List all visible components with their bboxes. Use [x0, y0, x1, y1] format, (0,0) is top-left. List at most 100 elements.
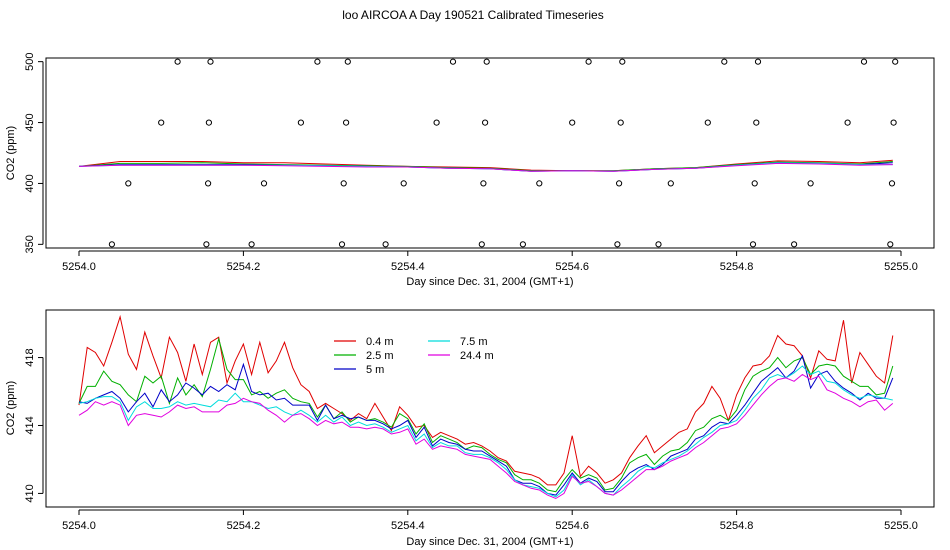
top-marker-point — [536, 180, 543, 187]
top-marker-point — [616, 180, 623, 187]
top-marker-point — [655, 241, 662, 248]
top-marker-point — [791, 241, 798, 248]
top-marker-point — [449, 58, 457, 65]
top-marker-point — [203, 241, 210, 248]
top-marker-point — [260, 180, 268, 187]
top-marker-point — [400, 180, 407, 187]
top-axes: 5254.0 5254.2 5254.4 5254.6 5254.8 5255.0 350 4… — [24, 52, 918, 273]
top-marker-point — [174, 58, 181, 65]
bottom-x-tick-label: 5254.8 — [720, 520, 754, 532]
top-marker-point — [888, 180, 896, 187]
top-marker-point — [721, 58, 728, 65]
top-panel: CO2 (ppm) Day since Dec. 31, 2004 (GMT+1… — [5, 52, 935, 288]
bottom-series-group — [78, 314, 894, 500]
top-marker-point — [344, 58, 351, 65]
bottom-series-line-4 — [78, 373, 894, 500]
legend-item-24-4m: 24.4 m — [428, 350, 494, 362]
top-x-tick-label: 5255.0 — [884, 261, 918, 273]
top-marker-point — [108, 241, 116, 248]
bottom-series-line-3 — [78, 365, 893, 498]
bottom-series-line-0 — [78, 314, 894, 486]
top-marker-point — [887, 241, 894, 248]
top-y-tick-label: 350 — [24, 235, 36, 253]
legend-item-7-5m: 7.5 m — [428, 336, 488, 348]
top-marker-point — [205, 180, 212, 187]
top-marker-point — [751, 180, 758, 187]
top-marker-point — [297, 119, 304, 126]
bottom-series-line-1 — [78, 336, 894, 493]
top-marker-point — [569, 119, 576, 126]
legend: 0.4 m 2.5 m 5 m 7.5 m 24.4 m — [334, 336, 494, 376]
top-y-axis-label: CO2 (ppm) — [5, 126, 17, 180]
top-marker-point — [519, 241, 527, 248]
bottom-y-tick-label: 414 — [24, 416, 36, 434]
top-x-tick-label: 5254.8 — [720, 261, 754, 273]
top-series-line-4 — [78, 162, 893, 172]
top-marker-point — [844, 119, 851, 126]
bottom-x-axis-label: Day since Dec. 31, 2004 (GMT+1) — [406, 536, 573, 548]
bottom-x-tick-label: 5254.6 — [555, 520, 589, 532]
top-marker-point — [619, 58, 626, 65]
top-marker-point — [125, 180, 132, 187]
legend-label-2-5m: 2.5 m — [366, 350, 394, 362]
legend-item-0-4m: 0.4 m — [334, 336, 394, 348]
top-series-line-0 — [78, 159, 893, 172]
top-marker-point — [585, 58, 592, 65]
top-marker-point — [480, 180, 487, 187]
top-y-tick-label: 500 — [24, 52, 36, 70]
bottom-series-line-2 — [78, 354, 894, 496]
bottom-panel: CO2 (ppm) Day since Dec. 31, 2004 (GMT+1… — [5, 309, 935, 548]
top-marker-point — [892, 58, 899, 65]
top-plot-frame — [45, 57, 935, 249]
top-marker-point — [753, 119, 760, 126]
top-marker-point — [207, 58, 214, 65]
top-x-tick-label: 5254.6 — [555, 261, 589, 273]
top-marker-point — [340, 180, 347, 187]
top-marker-point — [807, 180, 814, 187]
bottom-x-tick-label: 5254.4 — [391, 520, 425, 532]
top-marker-point — [890, 119, 897, 126]
bottom-axes: 5254.0 5254.2 5254.4 5254.6 5254.8 5255.0 410 4… — [24, 348, 918, 532]
top-marker-group — [108, 58, 899, 248]
top-marker-point — [205, 119, 212, 126]
legend-label-24-4m: 24.4 m — [460, 350, 494, 362]
top-marker-point — [617, 119, 624, 126]
legend-label-0-4m: 0.4 m — [366, 336, 394, 348]
bottom-y-tick-label: 410 — [24, 484, 36, 502]
top-marker-point — [158, 119, 165, 126]
top-marker-point — [749, 241, 757, 248]
legend-label-5m: 5 m — [366, 364, 384, 376]
top-marker-point — [338, 241, 346, 248]
top-marker-point — [483, 58, 490, 65]
bottom-plot-frame — [45, 309, 935, 508]
top-marker-point — [704, 119, 711, 126]
bottom-y-axis-label: CO2 (ppm) — [5, 381, 17, 435]
top-marker-point — [860, 58, 868, 65]
bottom-x-tick-label: 5254.2 — [227, 520, 261, 532]
legend-item-5m: 5 m — [334, 364, 384, 376]
top-marker-point — [482, 119, 489, 126]
top-series-group — [78, 159, 893, 172]
top-series-line-1 — [78, 161, 893, 172]
top-marker-point — [248, 241, 255, 248]
figure-title: loo AIRCOA A Day 190521 Calibrated Times… — [342, 8, 603, 22]
top-x-tick-label: 5254.4 — [391, 261, 425, 273]
top-marker-point — [314, 58, 321, 65]
top-x-axis-label: Day since Dec. 31, 2004 (GMT+1) — [406, 276, 573, 288]
top-marker-point — [667, 180, 674, 187]
top-y-tick-label: 400 — [24, 174, 36, 192]
top-marker-point — [614, 241, 621, 248]
legend-item-2-5m: 2.5 m — [334, 350, 394, 362]
top-y-tick-label: 450 — [24, 113, 36, 131]
top-marker-point — [478, 241, 485, 248]
top-marker-point — [343, 119, 350, 126]
top-marker-point — [754, 58, 762, 65]
top-x-tick-label: 5254.0 — [62, 261, 96, 273]
bottom-x-tick-label: 5254.0 — [62, 520, 96, 532]
bottom-y-tick-label: 418 — [24, 348, 36, 366]
legend-label-7-5m: 7.5 m — [460, 336, 488, 348]
top-marker-point — [382, 241, 389, 248]
top-x-tick-label: 5254.2 — [227, 261, 261, 273]
top-marker-point — [433, 119, 440, 126]
